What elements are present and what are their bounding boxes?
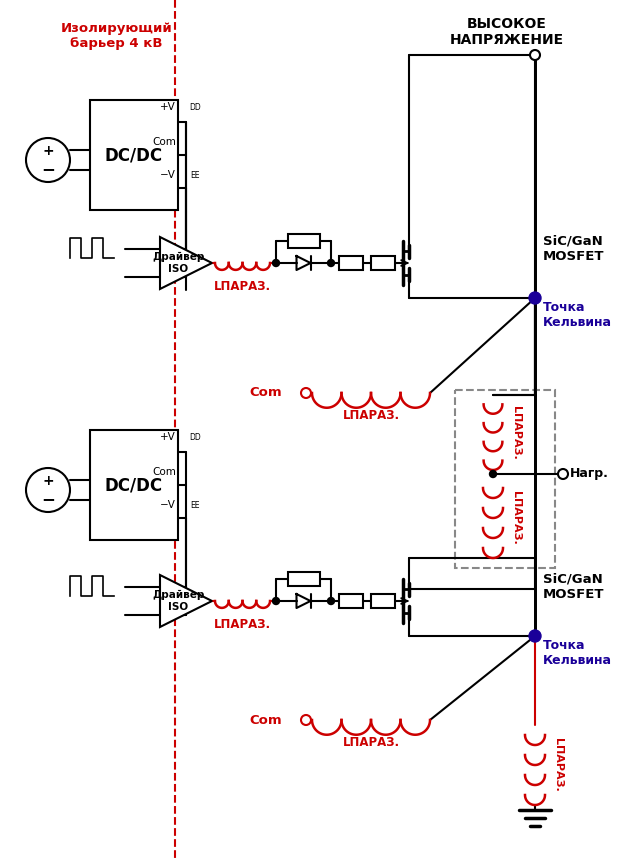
- Circle shape: [327, 259, 334, 267]
- Text: DD: DD: [189, 433, 201, 442]
- Text: ВЫСОКОЕ
НАПРЯЖЕНИЕ: ВЫСОКОЕ НАПРЯЖЕНИЕ: [450, 17, 564, 47]
- Text: LПАРАЗ.: LПАРАЗ.: [553, 738, 563, 792]
- Bar: [287, 234, 320, 248]
- Circle shape: [327, 597, 334, 605]
- Bar: [339, 256, 363, 270]
- Circle shape: [273, 259, 280, 267]
- Circle shape: [489, 470, 496, 478]
- Circle shape: [273, 597, 280, 605]
- Text: EE: EE: [190, 501, 199, 510]
- Text: Com: Com: [249, 714, 282, 727]
- Text: −V: −V: [160, 500, 176, 510]
- Text: Точка
Кельвина: Точка Кельвина: [543, 301, 612, 329]
- Text: Com: Com: [249, 386, 282, 400]
- Text: Нагр.: Нагр.: [570, 468, 609, 480]
- Text: +: +: [42, 144, 54, 158]
- Text: LПАРАЗ.: LПАРАЗ.: [343, 409, 399, 422]
- Bar: [287, 572, 320, 586]
- Polygon shape: [160, 237, 212, 289]
- Text: Драйвер
ISO: Драйвер ISO: [152, 590, 204, 612]
- Text: +: +: [42, 474, 54, 488]
- Circle shape: [529, 292, 541, 304]
- Text: LПАРАЗ.: LПАРАЗ.: [511, 491, 521, 545]
- Text: Драйвер
ISO: Драйвер ISO: [152, 252, 204, 274]
- Text: −: −: [41, 490, 55, 508]
- Text: Com: Com: [152, 467, 176, 477]
- Text: DC/DC: DC/DC: [105, 146, 163, 164]
- Bar: [90, 100, 178, 210]
- Text: LПАРАЗ.: LПАРАЗ.: [511, 406, 521, 459]
- Bar: [371, 256, 395, 270]
- Circle shape: [301, 388, 311, 398]
- Text: DC/DC: DC/DC: [105, 476, 163, 494]
- Bar: [371, 594, 395, 608]
- Text: LПАРАЗ.: LПАРАЗ.: [343, 736, 399, 749]
- Bar: [90, 430, 178, 540]
- Text: SiC/GaN
MOSFET: SiC/GaN MOSFET: [543, 573, 604, 601]
- Text: +V: +V: [160, 432, 176, 442]
- Bar: [339, 594, 363, 608]
- Circle shape: [301, 715, 311, 725]
- Circle shape: [529, 630, 541, 642]
- Text: LПАРАЗ.: LПАРАЗ.: [214, 280, 271, 293]
- Circle shape: [26, 468, 70, 512]
- Text: EE: EE: [190, 171, 199, 180]
- Polygon shape: [160, 575, 212, 627]
- Text: −: −: [41, 160, 55, 178]
- Circle shape: [530, 50, 540, 60]
- Circle shape: [558, 469, 568, 479]
- Text: −V: −V: [160, 170, 176, 180]
- Text: LПАРАЗ.: LПАРАЗ.: [214, 618, 271, 631]
- Text: Точка
Кельвина: Точка Кельвина: [543, 639, 612, 667]
- Text: DD: DD: [189, 103, 201, 112]
- Text: SiC/GaN
MOSFET: SiC/GaN MOSFET: [543, 235, 604, 263]
- Text: Изолирующий
барьер 4 кВ: Изолирующий барьер 4 кВ: [60, 22, 172, 50]
- Bar: [455, 390, 555, 568]
- Text: +V: +V: [160, 102, 176, 112]
- Text: Com: Com: [152, 137, 176, 147]
- Circle shape: [26, 138, 70, 182]
